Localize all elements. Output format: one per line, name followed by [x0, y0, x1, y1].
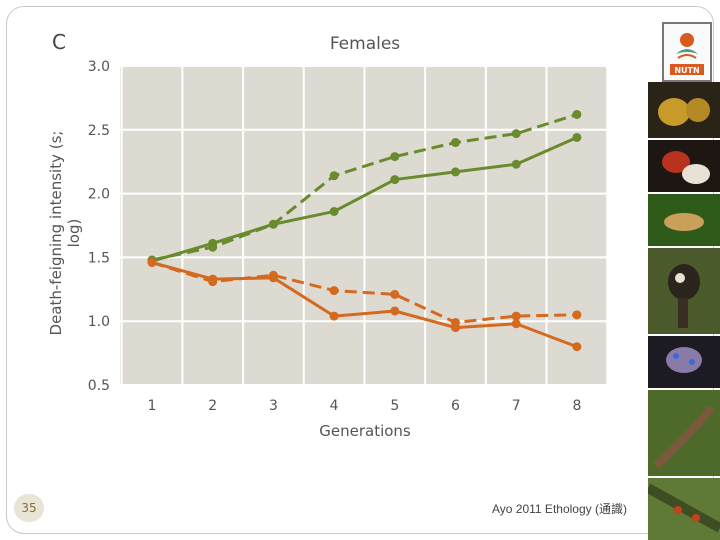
university-logo-icon: NUTN — [670, 33, 704, 75]
data-point-orange-solid — [451, 323, 460, 333]
data-point-green-solid — [572, 132, 582, 142]
y-tick-label: 0.5 — [88, 378, 110, 394]
x-axis-label: Generations — [319, 422, 411, 440]
data-point-orange-dashed — [390, 289, 400, 299]
y-tick-label: 2.5 — [88, 123, 110, 139]
data-point-orange-dashed — [572, 310, 582, 320]
data-point-green-dashed — [329, 171, 339, 181]
y-tick-label: 3.0 — [88, 59, 110, 75]
y-tick-label: 2.0 — [88, 187, 110, 203]
logo-text: NUTN — [674, 66, 699, 75]
data-point-green-dashed — [390, 152, 400, 162]
lizard-photo — [648, 390, 720, 476]
y-tick-label: 1.5 — [88, 250, 110, 266]
x-tick-label: 8 — [572, 398, 581, 414]
photo-strip — [648, 82, 720, 540]
golden-frog-photo — [648, 82, 720, 138]
data-point-green-dashed — [511, 129, 521, 139]
data-point-orange-solid — [329, 311, 339, 321]
footer-text: Ayo 2011 Ethology (通識) — [492, 502, 627, 516]
beetle-photo — [648, 478, 720, 540]
data-point-green-dashed — [572, 109, 582, 119]
data-point-green-solid — [511, 159, 521, 169]
x-tick-label: 2 — [208, 398, 217, 414]
data-point-green-solid — [451, 167, 460, 177]
x-tick-label: 3 — [269, 398, 278, 414]
series-line-orange-solid — [151, 261, 578, 349]
panel-label: C — [52, 30, 66, 54]
y-tick-label: 1.0 — [88, 314, 110, 330]
x-tick-label: 5 — [390, 398, 399, 414]
data-point-green-solid — [329, 206, 339, 216]
x-tick-label: 4 — [330, 398, 339, 414]
series-line-orange-dashed — [151, 261, 577, 324]
x-tick-label: 7 — [512, 398, 521, 414]
x-tick-label: 1 — [148, 398, 157, 414]
data-point-green-solid — [268, 219, 278, 229]
data-point-orange-solid — [268, 273, 278, 283]
tree-frog-photo — [648, 194, 720, 246]
y-axis-label: Death-feigning intensity (s; log) — [47, 130, 83, 336]
data-point-orange-dashed — [329, 286, 339, 296]
data-point-green-solid — [390, 175, 400, 185]
data-point-green-solid — [208, 238, 218, 248]
data-point-orange-solid — [208, 274, 218, 284]
marmoset-photo — [648, 248, 720, 334]
data-point-orange-solid — [511, 319, 521, 329]
data-point-orange-solid — [147, 258, 157, 268]
page-number: 35 — [14, 494, 44, 522]
series-line-green-solid — [151, 136, 578, 263]
series-line-green-dashed — [151, 113, 578, 262]
data-point-orange-dashed — [511, 311, 521, 321]
data-point-green-dashed — [451, 138, 460, 148]
octopus-photo — [648, 336, 720, 388]
data-point-orange-solid — [390, 306, 400, 316]
data-point-orange-solid — [572, 342, 582, 352]
x-tick-label: 6 — [451, 398, 460, 414]
red-frog-photo — [648, 140, 720, 192]
chart-title: Females — [329, 34, 401, 54]
university-logo: NUTN — [662, 22, 712, 82]
